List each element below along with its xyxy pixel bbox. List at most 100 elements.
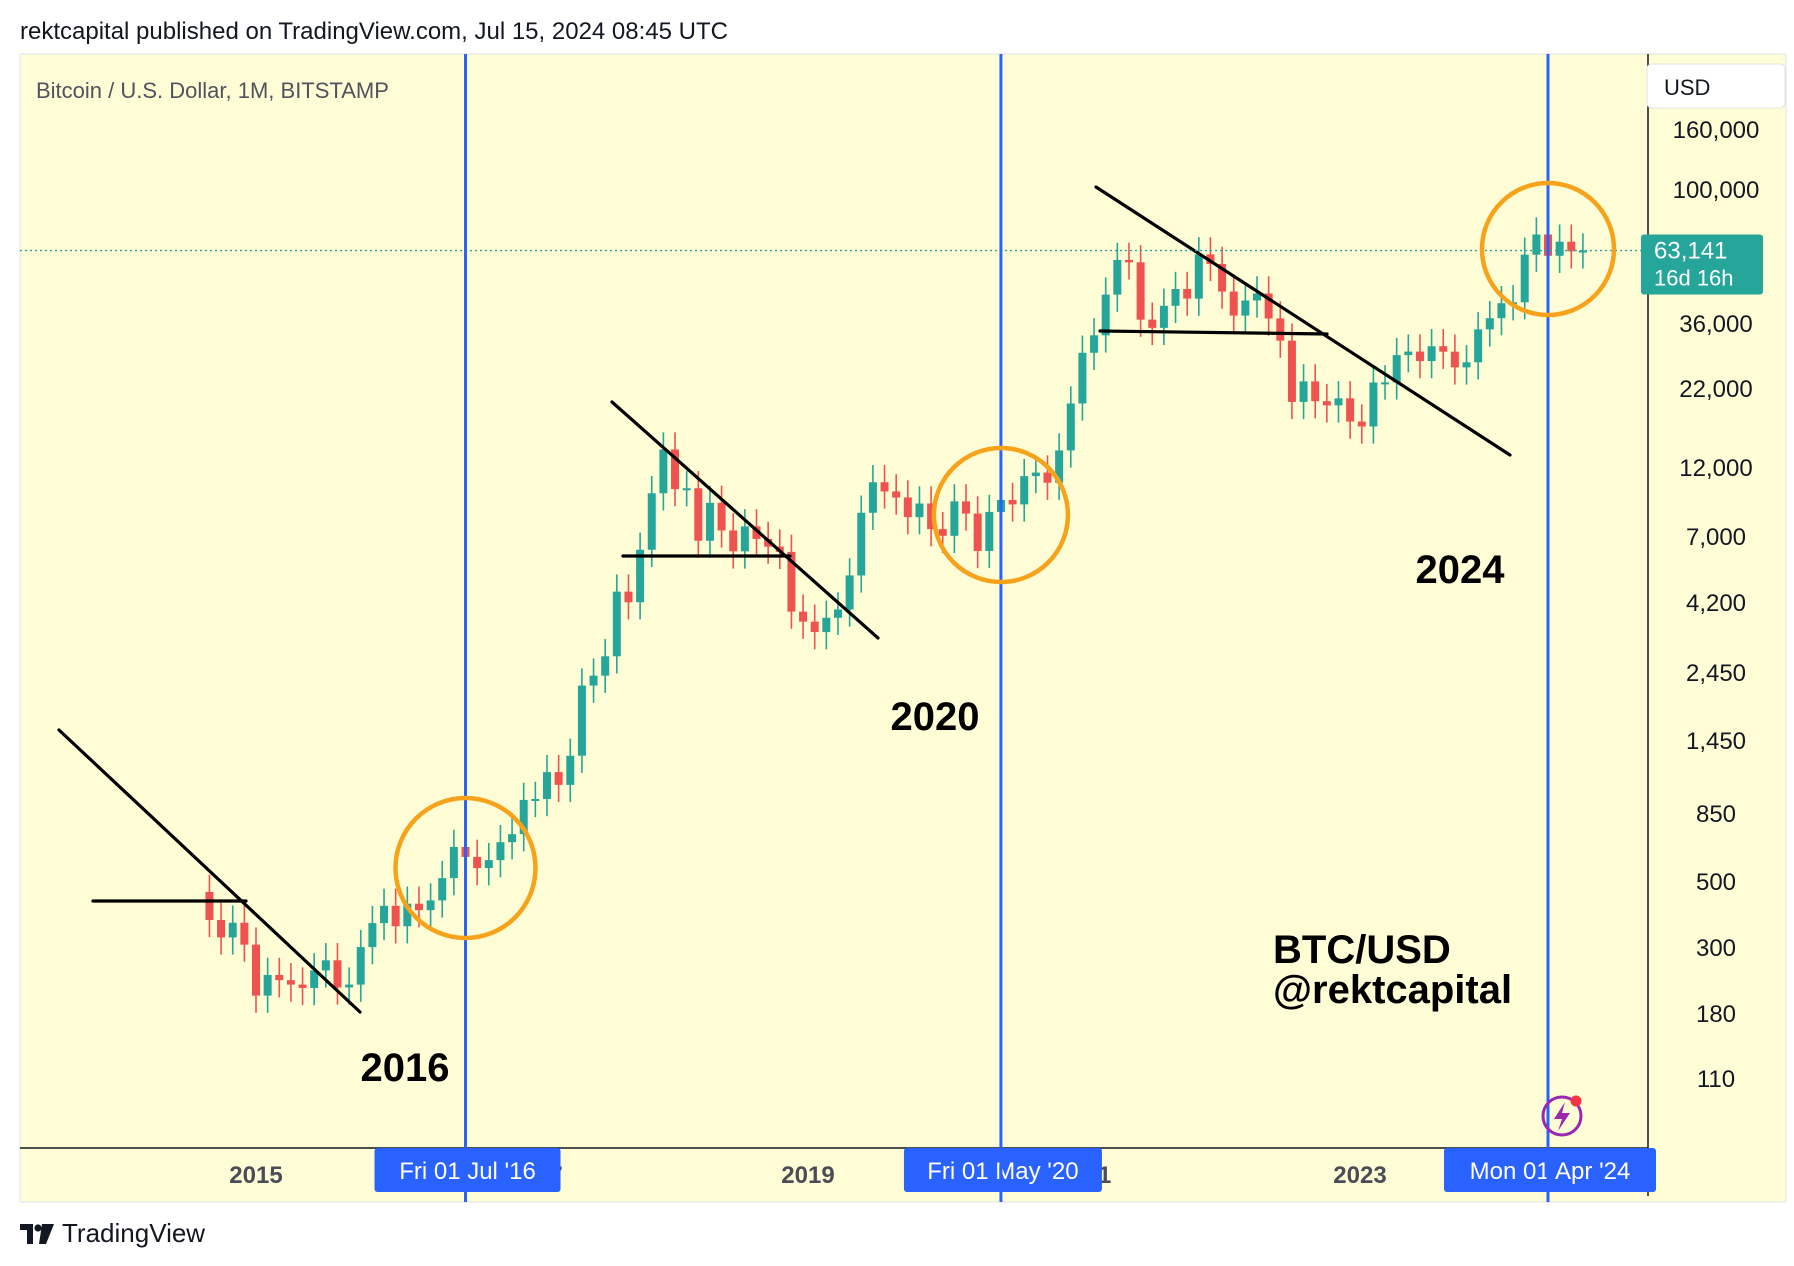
candle [612,574,621,674]
candle-body [205,891,214,920]
candle-body [915,503,924,518]
candle [880,465,889,509]
currency-button[interactable]: USD [1646,63,1786,109]
year-annotation-3: 2024 [1416,548,1506,592]
candle-body [1346,398,1355,422]
tradingview-logo[interactable]: TradingView [20,1218,205,1249]
candle [380,888,389,941]
candle-body [310,970,319,988]
candle-body [1020,476,1029,505]
candle [1020,458,1029,522]
candle-body [1124,259,1133,263]
candle [1194,237,1203,316]
candle-body [1090,335,1099,353]
candle [589,658,598,703]
candle [1474,312,1483,380]
candle-body [717,502,726,531]
candle [577,668,586,773]
candle-body [589,675,598,686]
trendline-2022 [1094,185,1512,457]
candle [542,754,551,817]
candle-body [1532,234,1541,255]
candle [449,829,458,896]
candle [1404,334,1413,373]
candle-body [764,538,773,547]
candle [1276,301,1285,358]
candle-body [962,501,971,514]
candle-body [857,512,866,576]
candle [787,534,796,629]
price-tick-label: 12,000 [1679,455,1752,482]
candle [1450,334,1459,385]
candle-body [1567,241,1576,252]
candle-body [1148,319,1157,328]
candle [1241,283,1250,333]
candle-body [694,488,703,541]
candle-body [1357,421,1366,427]
candle-series [205,217,1587,1013]
tradingview-logo-icon [20,1223,54,1244]
candle-body [973,513,982,551]
candle [391,888,400,944]
candle [1113,242,1122,312]
candle-body [1276,318,1285,341]
candle [1369,365,1378,444]
candle [1031,455,1040,494]
price-tick-label: 500 [1696,869,1736,896]
lightning-icon[interactable] [1541,1095,1583,1137]
currency-button-label: USD [1664,75,1710,100]
candle [1008,482,1017,522]
candle [1322,383,1331,423]
candle [729,513,738,569]
candle-body [228,922,237,938]
candle-body [240,922,249,945]
candle-body [1381,382,1390,385]
candle-body [1415,351,1424,362]
candle [1299,364,1308,420]
candle-body [833,609,842,618]
halving-date-label: Mon 01 Apr '24 [1470,1158,1631,1185]
price-tick-label: 300 [1696,935,1736,962]
candle-body [1055,450,1064,483]
candle-body [1392,355,1401,383]
candle [217,902,226,955]
range-line-2022 [1098,329,1329,336]
price-tick-label: 850 [1696,801,1736,828]
candle [531,781,540,818]
candle-body [449,846,458,879]
year-annotation-2: 2020 [891,695,980,739]
candle-body [1253,293,1262,301]
candle [682,471,691,507]
candle [1287,323,1296,420]
candle [1357,404,1366,444]
price-tick-label: 100,000 [1673,177,1760,204]
time-tick-label: 2015 [229,1162,282,1189]
candle-body [1078,352,1087,404]
candle-body [647,493,656,550]
candle-body [938,529,947,536]
halving-circle-2 [931,445,1071,585]
candle [601,639,610,693]
candle-body [1555,241,1564,256]
candle [973,496,982,569]
candle-body [1171,289,1180,306]
candle [717,485,726,548]
candle [1427,329,1436,379]
candle-body [1334,398,1343,406]
candle-body [1369,382,1378,427]
candle [1229,274,1238,333]
candle-body [1520,254,1529,303]
price-axis[interactable]: 160,000 100,000 36,000 22,000 12,000 7,000 4,2… [1641,54,1786,1196]
candle [1392,337,1401,400]
candle [705,485,714,558]
candle-body [1101,294,1110,336]
candle-body [1474,329,1483,363]
candle-body [252,944,260,996]
price-tick-label: 7,000 [1686,524,1746,551]
candle-body [1183,289,1192,299]
candle-body [1136,262,1145,320]
candle [1381,365,1390,400]
candle-body [1066,403,1075,451]
